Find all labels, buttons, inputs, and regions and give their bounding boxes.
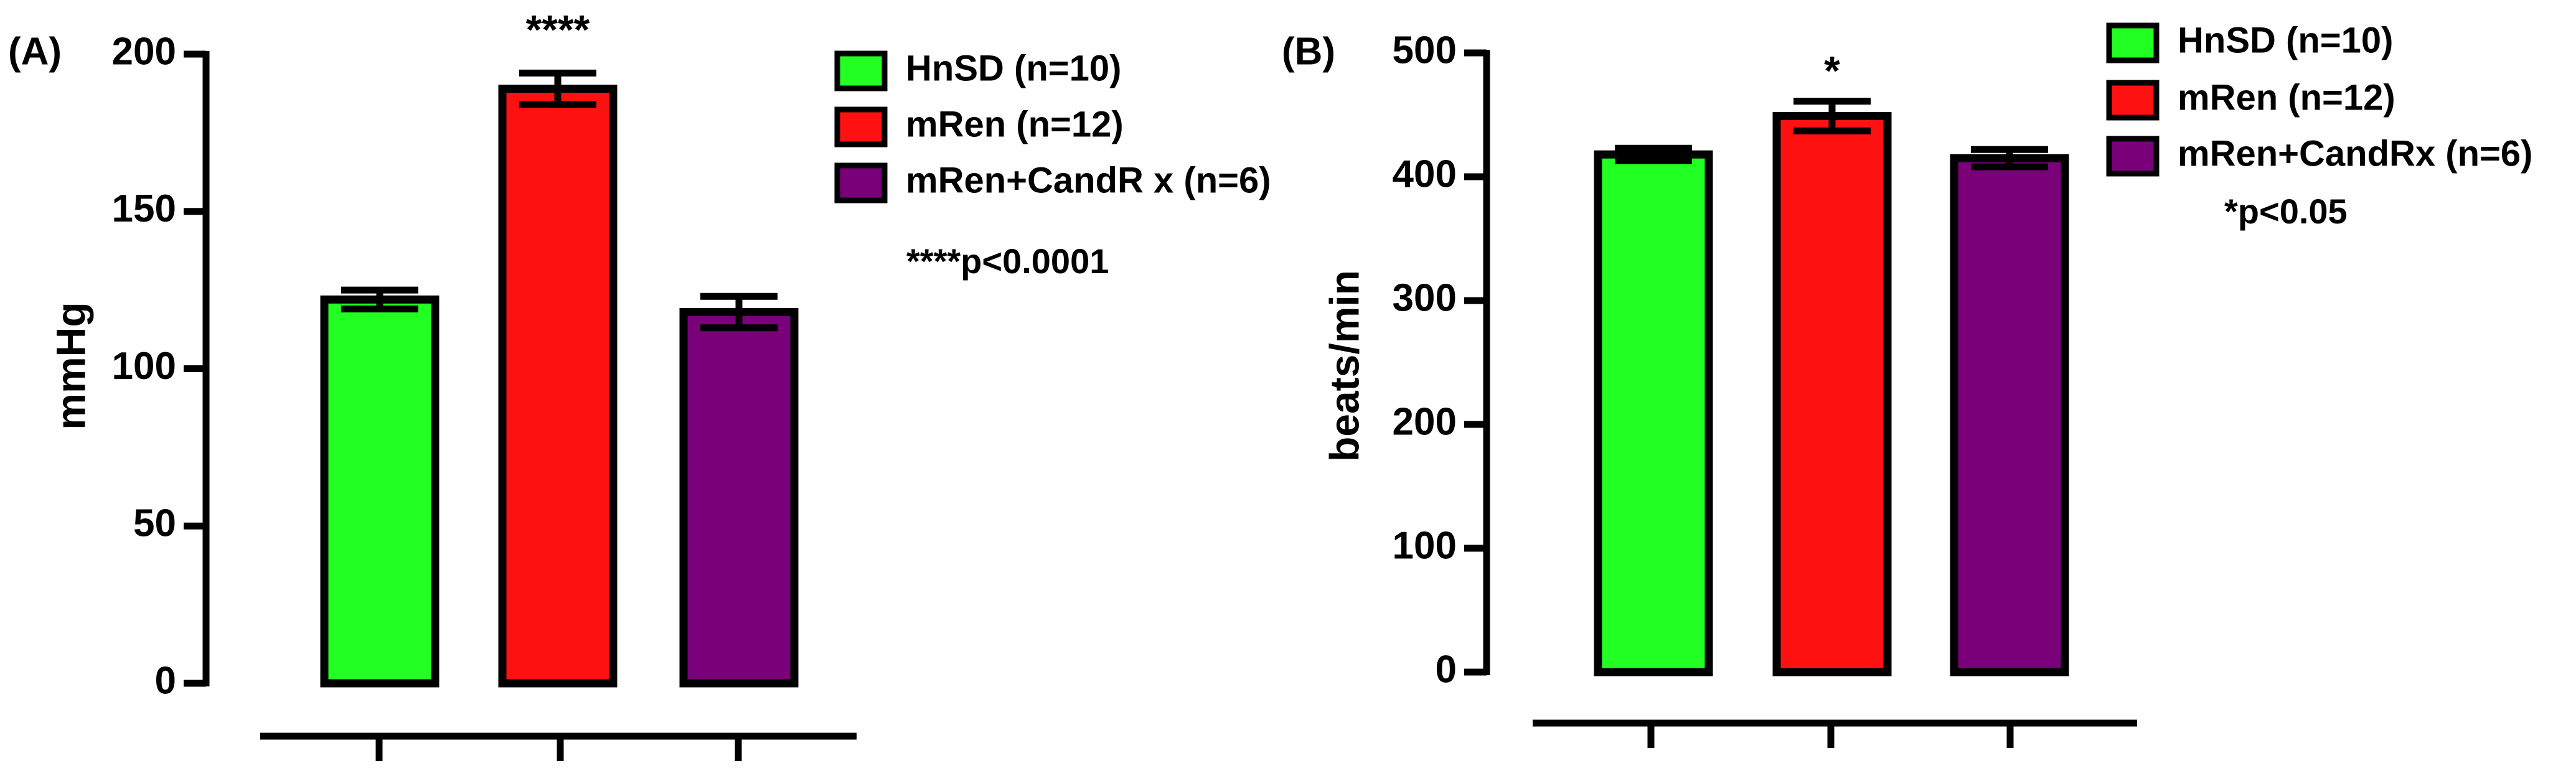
bar [498, 85, 618, 688]
y-tick-label: 100 [112, 345, 176, 388]
bar [1594, 150, 1713, 676]
p-value-note: ****p<0.0001 [906, 241, 1109, 281]
significance-marker: **** [526, 6, 590, 52]
y-tick-label: 150 [112, 187, 176, 230]
y-tick-label: 400 [1393, 152, 1457, 195]
bar [320, 295, 440, 688]
y-tick-label: 200 [112, 30, 176, 73]
bar [1950, 154, 2069, 676]
legend-label: HnSD (n=10) [2178, 20, 2393, 60]
panel-label: (B) [1282, 30, 1335, 73]
y-tick-label: 200 [1393, 400, 1457, 443]
legend-label: mRen+CandRx (n=6) [2178, 133, 2532, 174]
y-tick-label: 100 [1393, 524, 1457, 567]
y-tick-label: 300 [1393, 276, 1457, 319]
legend-swatch [2106, 22, 2160, 63]
significance-marker: * [1824, 47, 1840, 93]
legend-label: HnSD (n=10) [906, 48, 1121, 88]
legend-swatch [834, 162, 888, 203]
legend-label: mRen (n=12) [906, 104, 1124, 144]
bar [1772, 111, 1892, 676]
y-tick-label: 0 [155, 659, 176, 702]
y-axis-label: beats/min [1321, 270, 1367, 462]
legend-label: mRen (n=12) [2178, 77, 2395, 118]
y-tick-label: 500 [1393, 29, 1457, 72]
y-axis-label: mmHg [47, 302, 93, 429]
p-value-note: *p<0.05 [2224, 192, 2348, 231]
panel-label: (A) [8, 30, 62, 73]
y-tick-label: 0 [1436, 648, 1457, 691]
bar [679, 308, 799, 688]
y-tick-label: 50 [133, 502, 176, 545]
legend-label: mRen+CandR x (n=6) [906, 160, 1271, 200]
legend-swatch [834, 106, 888, 147]
legend-swatch [2106, 136, 2160, 177]
legend-swatch [2106, 80, 2160, 121]
legend-swatch [834, 50, 888, 91]
